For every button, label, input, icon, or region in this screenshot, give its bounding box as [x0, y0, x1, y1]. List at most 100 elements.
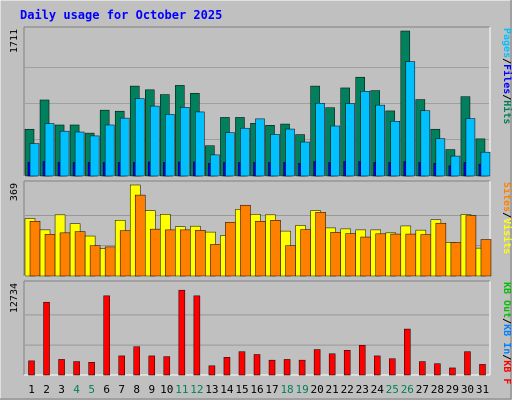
bar-kb-f — [313, 349, 321, 376]
bar-kb-f — [343, 350, 351, 376]
x-axis-labels: 1 2 3 4 5 6 7 8 9 10 11 12 13 14 15 16 17 18 19 20 21 22 23 24 2… — [28, 383, 489, 396]
x-tick-label: 29 — [446, 383, 459, 396]
x-tick-label: 1 — [28, 383, 35, 396]
x-tick-label: 18 — [280, 383, 293, 396]
legend-visits-sites: Sites/Visits — [501, 182, 512, 254]
bar-sites — [59, 232, 71, 277]
bar-pages — [119, 117, 130, 177]
bar-sites — [285, 245, 296, 277]
legend-entry: Visits — [501, 218, 512, 254]
bar-sites — [180, 229, 191, 277]
bar-sites — [405, 233, 417, 277]
bar-pages — [465, 118, 476, 177]
bar-sites — [225, 221, 236, 277]
bar-kb-f — [358, 345, 366, 376]
x-tick-label: 4 — [73, 383, 80, 396]
y-max-label: 12734 — [9, 283, 20, 313]
bar-kb-f — [374, 355, 381, 376]
bar-pages — [345, 103, 355, 177]
bar-sites — [420, 234, 432, 277]
legend-entry: / — [501, 212, 512, 218]
x-tick-label: 11 — [175, 383, 188, 396]
y-max-label: 369 — [9, 183, 20, 201]
bar-sites — [450, 242, 462, 277]
bar-kb-f — [73, 361, 80, 376]
bar-kb-f — [103, 295, 110, 376]
legend-entry: Files — [501, 64, 512, 94]
legend-entry: KB In — [501, 324, 512, 354]
x-tick-label: 30 — [461, 383, 474, 396]
bar-kb-f — [283, 359, 291, 376]
bar-pages — [59, 130, 70, 177]
bar-pages — [375, 104, 385, 177]
bar-sites — [435, 222, 447, 277]
bar-sites — [119, 230, 131, 277]
x-tick-label: 28 — [431, 383, 444, 396]
legend-entry: / — [501, 354, 512, 360]
bar-kb-f — [88, 362, 95, 376]
bar-kb-f — [404, 328, 411, 376]
bar-sites — [44, 234, 56, 277]
bar-pages — [450, 155, 461, 177]
bar-sites — [165, 229, 176, 277]
bar-kb-f — [419, 361, 426, 376]
bar-sites — [104, 246, 116, 277]
legend-entry: Hits — [501, 100, 512, 124]
x-tick-label: 26 — [401, 383, 414, 396]
x-tick-label: 7 — [118, 383, 125, 396]
bar-kb-f — [223, 357, 231, 376]
x-tick-label: 24 — [371, 383, 385, 396]
bar-pages — [270, 134, 280, 177]
bar-kb-f — [43, 301, 50, 376]
bar-pages — [480, 151, 491, 177]
legend-hits-files-pages: Pages/Files/Hits — [501, 28, 512, 124]
bar-pages — [150, 105, 160, 177]
bar-sites — [210, 244, 221, 277]
bar-pages — [180, 107, 190, 177]
legend-entry: / — [501, 318, 512, 324]
x-tick-label: 20 — [311, 383, 324, 396]
bar-pages — [134, 98, 145, 177]
legend-entry: KB F — [501, 360, 512, 384]
bar-kb-f — [58, 359, 65, 376]
bar-sites — [465, 215, 477, 277]
bar-kb-f — [193, 295, 201, 376]
x-tick-label: 8 — [133, 383, 140, 396]
bar-kb-f — [133, 346, 140, 376]
legend-kbytes: KB Out/KB In/KB F — [501, 282, 512, 384]
bar-pages — [285, 128, 295, 177]
x-tick-label: 25 — [386, 383, 399, 396]
bar-pages — [44, 123, 55, 177]
x-tick-label: 6 — [103, 383, 110, 396]
x-tick-label: 27 — [416, 383, 429, 396]
x-tick-label: 31 — [476, 383, 489, 396]
bar-sites — [375, 233, 386, 277]
x-tick-label: 21 — [326, 383, 339, 396]
y-max-label: 1711 — [9, 29, 20, 53]
x-tick-label: 5 — [88, 383, 95, 396]
x-tick-label: 19 — [295, 383, 308, 396]
x-tick-label: 16 — [250, 383, 263, 396]
bar-pages — [255, 118, 265, 177]
bar-sites — [360, 236, 371, 277]
bar-kb-f — [253, 354, 261, 376]
panel-hits-files-pages: 1711 Pages/Files/Hits — [9, 26, 512, 177]
bar-kb-f — [268, 359, 276, 376]
bar-sites — [240, 204, 251, 277]
legend-entry: / — [501, 94, 512, 100]
x-tick-label: 22 — [341, 383, 354, 396]
bar-kb-f — [479, 364, 486, 376]
bar-kb-f — [28, 360, 35, 376]
bar-sites — [255, 221, 266, 277]
bar-kb-f — [163, 356, 171, 376]
bar-sites — [345, 233, 356, 277]
bar-pages — [104, 124, 115, 177]
bar-kb-f — [464, 351, 471, 376]
bar-pages — [420, 110, 431, 177]
bar-pages — [29, 143, 40, 177]
bar-pages — [165, 114, 175, 177]
bar-kb-f — [328, 353, 336, 376]
bar-pages — [195, 111, 205, 177]
